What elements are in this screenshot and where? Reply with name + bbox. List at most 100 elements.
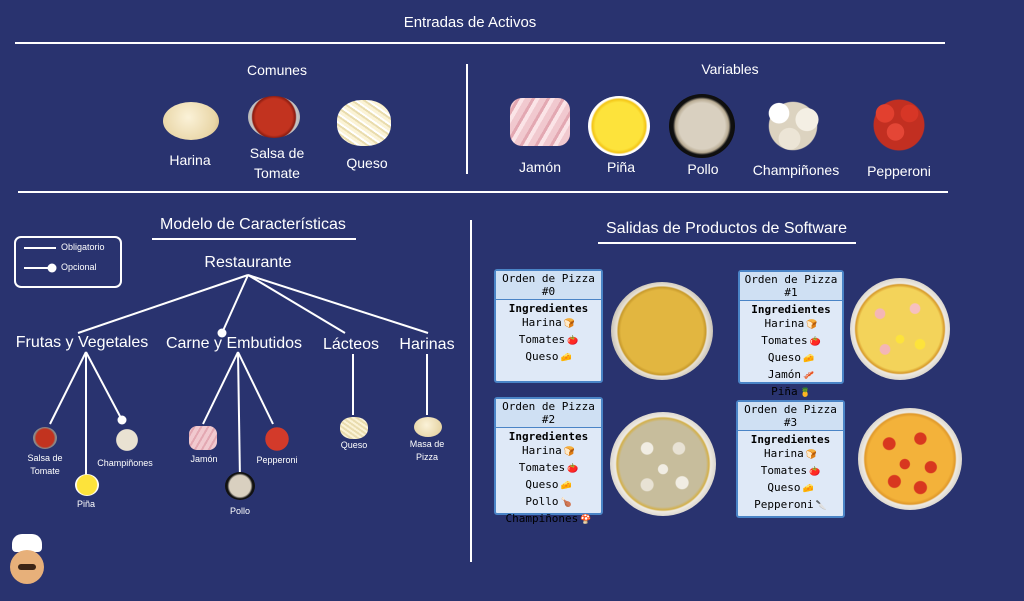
middle-divider bbox=[18, 191, 948, 193]
pizza-1-image bbox=[850, 278, 950, 380]
top-divider bbox=[15, 42, 945, 44]
order-item: Tomates 🍅 bbox=[760, 464, 821, 477]
order-card-3: Orden de Pizza #3 Ingredientes Harina 🍞 T… bbox=[736, 400, 845, 518]
model-title: Modelo de Características bbox=[160, 216, 346, 233]
order-title: Orden de Pizza #3 bbox=[738, 402, 843, 431]
outputs-title-underline bbox=[598, 242, 856, 244]
order-title: Orden de Pizza #0 bbox=[496, 271, 601, 300]
leaf-mushrooms-label: Champiñones bbox=[97, 458, 153, 468]
leaf-pepperoni-label: Pepperoni bbox=[256, 455, 298, 465]
leaf-cheese-image bbox=[340, 417, 368, 439]
flour-icon: 🍞 bbox=[806, 320, 818, 330]
leaf-pepperoni-image bbox=[262, 426, 292, 452]
flour-icon: 🍞 bbox=[563, 447, 575, 457]
model-title-underline bbox=[152, 238, 356, 240]
outputs-title: Salidas de Productos de Software bbox=[606, 220, 848, 237]
variable-item-pineapple: Piña bbox=[606, 159, 636, 175]
order-item: Pepperoni 🔪 bbox=[754, 498, 827, 511]
pizza-3-image bbox=[858, 408, 962, 510]
order-item: Queso 🧀 bbox=[767, 351, 815, 364]
leaf-sauce-image bbox=[33, 427, 57, 449]
order-item: Jamón 🥓 bbox=[767, 368, 815, 381]
flour-icon: 🍞 bbox=[563, 319, 575, 329]
common-item-sauce: Salsa de Tomate bbox=[249, 145, 305, 181]
order-item: Harina 🍞 bbox=[522, 316, 575, 329]
leaf-pineapple-label: Piña bbox=[76, 499, 96, 509]
order-card-2: Orden de Pizza #2 Ingredientes Harina 🍞 T… bbox=[494, 397, 603, 525]
leaf-mushrooms-image bbox=[112, 428, 142, 452]
chef-mascot-icon bbox=[6, 534, 48, 588]
order-subtitle: Ingredientes bbox=[508, 430, 589, 443]
cheese-image bbox=[337, 100, 391, 146]
common-item-flour: Harina bbox=[169, 152, 211, 168]
order-item: Harina 🍞 bbox=[522, 444, 575, 457]
cheese-icon: 🧀 bbox=[802, 354, 815, 364]
order-item: Tomates 🍅 bbox=[518, 461, 579, 474]
chicken-image bbox=[669, 94, 735, 158]
feature-group-fruits: Frutas y Vegetales bbox=[15, 334, 149, 351]
order-item: Queso 🧀 bbox=[525, 350, 572, 363]
flour-icon: 🍞 bbox=[805, 450, 817, 460]
mushrooms-image bbox=[758, 94, 828, 158]
variable-item-mushrooms: Champiñones bbox=[752, 162, 840, 178]
order-item: Pollo 🍗 bbox=[525, 495, 572, 508]
pizza-0-image bbox=[611, 282, 713, 380]
chicken-icon: 🍗 bbox=[560, 498, 572, 508]
order-item: Queso 🧀 bbox=[525, 478, 572, 491]
flour-dough-image bbox=[163, 102, 219, 140]
order-subtitle: Ingredientes bbox=[508, 302, 589, 315]
pineapple-image bbox=[588, 96, 650, 156]
feature-group-flours: Harinas bbox=[399, 336, 455, 353]
variable-item-pepperoni: Pepperoni bbox=[867, 163, 931, 179]
cheese-icon: 🧀 bbox=[560, 353, 572, 363]
variable-item-chicken: Pollo bbox=[687, 161, 719, 177]
ham-image bbox=[510, 98, 570, 146]
leaf-chicken-image bbox=[225, 472, 255, 500]
order-subtitle: Ingredientes bbox=[751, 303, 831, 316]
order-title: Orden de Pizza #1 bbox=[740, 272, 842, 301]
variable-item-ham: Jamón bbox=[518, 159, 562, 175]
order-item: Champiñones 🍄 bbox=[505, 512, 592, 525]
bottom-vertical-divider bbox=[470, 220, 472, 562]
legend-box bbox=[14, 236, 122, 288]
leaf-sauce-label: Salsa de Tomate bbox=[27, 453, 63, 476]
legend-mandatory-label: Obligatorio bbox=[61, 242, 105, 252]
inputs-vertical-divider bbox=[466, 64, 468, 174]
tomato-icon: 🍅 bbox=[567, 336, 579, 346]
tomato-icon: 🍅 bbox=[809, 467, 821, 477]
order-item: Tomates 🍅 bbox=[518, 333, 579, 346]
mushroom-icon: 🍄 bbox=[580, 515, 592, 525]
leaf-chicken-label: Pollo bbox=[229, 506, 251, 516]
ham-icon: 🥓 bbox=[802, 371, 815, 381]
leaf-pineapple-image bbox=[75, 474, 99, 496]
tomato-icon: 🍅 bbox=[809, 337, 821, 347]
common-title: Comunes bbox=[247, 62, 307, 78]
feature-group-meat: Carne y Embutidos bbox=[165, 335, 303, 352]
pineapple-icon: 🍍 bbox=[799, 388, 811, 398]
order-subtitle: Ingredientes bbox=[750, 433, 831, 446]
cheese-icon: 🧀 bbox=[802, 484, 814, 494]
order-item: Piña 🍍 bbox=[771, 385, 811, 398]
pizza-2-image bbox=[610, 412, 716, 516]
feature-root: Restaurante bbox=[204, 254, 292, 271]
order-item: Tomates 🍅 bbox=[761, 334, 821, 347]
inputs-title: Entradas de Activos bbox=[403, 14, 537, 31]
order-item: Harina 🍞 bbox=[764, 447, 817, 460]
pepperoni-image bbox=[864, 96, 934, 154]
pepperoni-icon: 🔪 bbox=[815, 501, 827, 511]
cheese-icon: 🧀 bbox=[560, 481, 572, 491]
feature-group-dairy: Lácteos bbox=[322, 336, 380, 353]
leaf-cheese-label: Queso bbox=[340, 440, 368, 450]
legend-optional-label: Opcional bbox=[61, 262, 97, 272]
variable-title: Variables bbox=[701, 61, 759, 77]
tomato-icon: 🍅 bbox=[567, 464, 579, 474]
order-card-1: Orden de Pizza #1 Ingredientes Harina 🍞 T… bbox=[738, 270, 844, 398]
leaf-dough-image bbox=[414, 417, 442, 437]
leaf-ham-image bbox=[189, 426, 217, 450]
order-card-0: Orden de Pizza #0 Ingredientes Harina 🍞 T… bbox=[494, 269, 603, 383]
order-title: Orden de Pizza #2 bbox=[496, 399, 601, 428]
order-item: Harina 🍞 bbox=[764, 317, 818, 330]
leaf-ham-label: Jamón bbox=[190, 454, 218, 464]
order-item: Queso 🧀 bbox=[767, 481, 814, 494]
